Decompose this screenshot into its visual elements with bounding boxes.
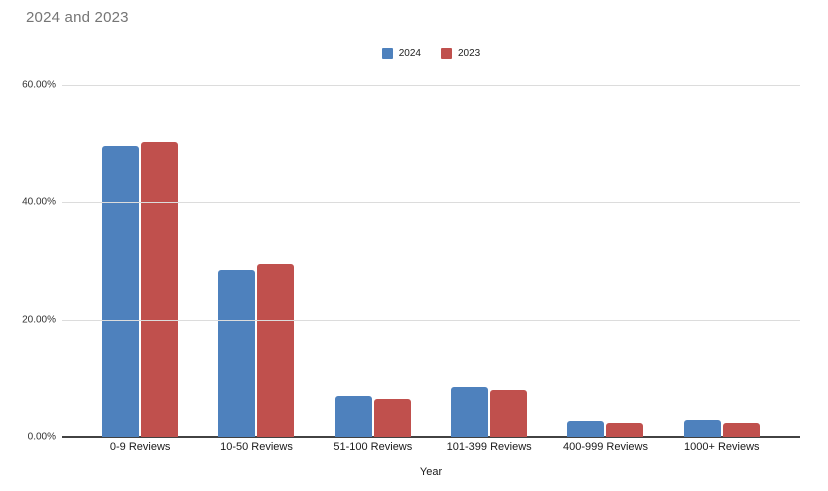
category-label: 400-999 Reviews xyxy=(562,441,648,453)
legend-swatch-icon xyxy=(381,47,393,59)
plot-area: 0.00% 20.00% 40.00% 60.00% xyxy=(22,80,800,443)
legend-label: 2023 xyxy=(458,47,481,59)
legend-item-2024: 2024 xyxy=(381,47,421,59)
bar-group xyxy=(82,85,198,437)
x-axis-tick-labels: 0-9 Reviews 10-50 Reviews 51-100 Reviews 10… xyxy=(82,441,780,453)
bar-2023 xyxy=(141,141,179,437)
chart-title: 2024 and 2023 xyxy=(26,9,129,26)
bar-2023 xyxy=(490,390,528,437)
gridline xyxy=(62,202,800,204)
legend: 2024 2023 xyxy=(62,45,800,61)
category-label: 1000+ Reviews xyxy=(684,441,760,453)
legend-item-2023: 2023 xyxy=(441,47,481,59)
bar-group xyxy=(198,85,314,437)
legend-swatch-icon xyxy=(441,47,452,59)
bar-group xyxy=(664,85,780,437)
category-label: 0-9 Reviews xyxy=(109,441,171,453)
bar-2023 xyxy=(373,398,411,437)
bar-2024 xyxy=(334,395,372,437)
x-axis-line xyxy=(62,436,800,438)
bar-group xyxy=(547,85,663,437)
bar-2024 xyxy=(567,421,605,437)
bar-2024 xyxy=(218,269,256,437)
y-tick-label: 40.00% xyxy=(22,196,56,208)
y-tick-label: 20.00% xyxy=(22,314,56,326)
bar-2023 xyxy=(722,422,760,437)
category-label: 10-50 Reviews xyxy=(220,441,293,453)
bar-2024 xyxy=(451,386,489,437)
y-tick-label: 0.00% xyxy=(27,431,56,443)
bar-groups xyxy=(82,85,780,437)
bar-2023 xyxy=(606,422,644,437)
category-label: 101-399 Reviews xyxy=(446,441,532,453)
bar-2023 xyxy=(257,263,295,437)
gridline xyxy=(62,85,800,86)
x-axis-title: Year xyxy=(419,466,443,478)
bar-group xyxy=(315,85,431,437)
bar-group xyxy=(431,85,547,437)
gridline xyxy=(62,319,800,321)
bar-2024 xyxy=(683,420,721,437)
legend-label: 2024 xyxy=(398,47,421,59)
category-label: 51-100 Reviews xyxy=(333,441,413,453)
bar-2024 xyxy=(102,146,140,437)
y-tick-label: 60.00% xyxy=(22,79,56,91)
